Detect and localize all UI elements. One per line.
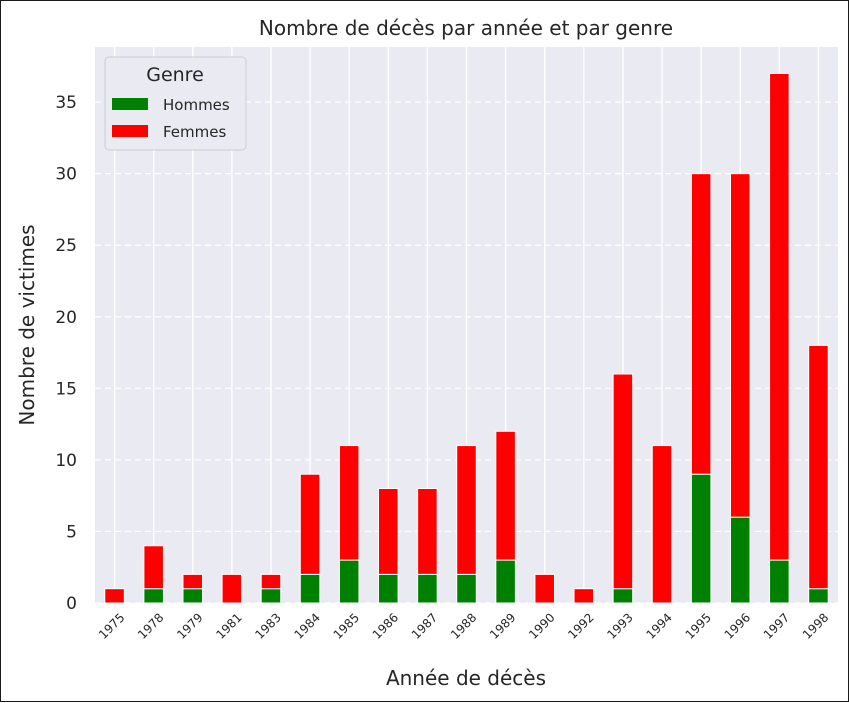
y-tick-label: 20 xyxy=(55,308,77,328)
x-tick-label: 1995 xyxy=(683,610,714,641)
x-tick-label: 1988 xyxy=(448,610,479,641)
bar-femmes-1979 xyxy=(182,573,204,590)
bar-hommes-1997 xyxy=(769,559,790,604)
y-tick-label: 5 xyxy=(66,522,77,542)
bar-femmes-1993 xyxy=(612,373,634,590)
legend-label-femmes: Femmes xyxy=(163,123,226,141)
bar-femmes-1987 xyxy=(417,488,438,575)
bar-hommes-1993 xyxy=(612,588,634,604)
legend-label-hommes: Hommes xyxy=(163,96,230,114)
x-tick-label: 1989 xyxy=(487,610,518,641)
y-tick-label: 15 xyxy=(55,379,77,399)
legend-title: Genre xyxy=(146,64,204,86)
bar-femmes-1989 xyxy=(495,430,516,561)
bar-hommes-1979 xyxy=(182,588,204,604)
x-tick-label: 1986 xyxy=(370,610,401,641)
legend-swatch-femmes xyxy=(112,125,148,137)
x-tick-label: 1997 xyxy=(761,610,792,641)
y-tick-label: 35 xyxy=(55,93,77,113)
bar-femmes-1994 xyxy=(651,445,673,604)
bar-femmes-1988 xyxy=(456,445,477,575)
x-tick-label: 1984 xyxy=(292,610,323,641)
x-tick-label: 1993 xyxy=(604,610,635,641)
bar-hommes-1984 xyxy=(299,573,321,604)
x-tick-label: 1985 xyxy=(331,610,362,641)
x-tick-label: 1998 xyxy=(800,610,831,641)
bar-femmes-1997 xyxy=(769,72,790,561)
x-tick-labels: 1975 1978 1979 1981 1983 1984 1985 1986 1987 1988… xyxy=(96,610,831,641)
bar-femmes-1986 xyxy=(378,488,399,575)
x-tick-label: 1975 xyxy=(96,610,127,641)
y-tick-label: 10 xyxy=(55,451,77,471)
y-tick-label: 0 xyxy=(66,594,77,614)
bar-hommes-1988 xyxy=(456,573,477,604)
bars-group xyxy=(104,72,829,604)
x-tick-label: 1990 xyxy=(526,610,557,641)
grid-lines xyxy=(95,47,838,604)
x-tick-label: 1992 xyxy=(565,610,596,641)
x-tick-label: 1978 xyxy=(135,610,166,641)
bar-hommes-1978 xyxy=(143,588,164,604)
x-tick-label: 1996 xyxy=(722,610,753,641)
bar-hommes-1989 xyxy=(495,559,516,604)
bar-femmes-1985 xyxy=(338,445,360,561)
bar-hommes-1995 xyxy=(690,473,712,604)
bar-femmes-1975 xyxy=(104,588,125,604)
x-tick-label: 1983 xyxy=(252,610,283,641)
bar-hommes-1985 xyxy=(338,559,360,604)
x-tick-label: 1994 xyxy=(643,610,674,641)
x-axis-label: Année de décès xyxy=(386,666,546,690)
bar-femmes-1995 xyxy=(690,173,712,475)
bar-femmes-1998 xyxy=(808,344,829,590)
bar-femmes-1984 xyxy=(299,473,321,575)
bar-femmes-1990 xyxy=(534,573,555,604)
y-tick-label: 30 xyxy=(55,165,77,185)
bar-femmes-1983 xyxy=(260,573,282,590)
x-tick-label: 1987 xyxy=(409,610,440,641)
bar-hommes-1986 xyxy=(378,573,399,604)
bar-hommes-1987 xyxy=(417,573,438,604)
y-tick-labels: 0 5 10 15 20 25 30 35 xyxy=(55,93,77,614)
bar-hommes-1983 xyxy=(260,588,282,604)
y-tick-label: 25 xyxy=(55,236,77,256)
bar-femmes-1996 xyxy=(729,173,751,518)
legend-swatch-hommes xyxy=(112,98,148,110)
bar-femmes-1978 xyxy=(143,545,164,590)
chart-title: Nombre de décès par année et par genre xyxy=(259,16,673,40)
bar-femmes-1981 xyxy=(221,573,243,604)
legend: Genre Hommes Femmes xyxy=(104,56,247,151)
y-axis-label: Nombre de victimes xyxy=(15,224,39,425)
x-tick-label: 1979 xyxy=(174,610,205,641)
bar-hommes-1998 xyxy=(808,588,829,604)
x-tick-label: 1981 xyxy=(213,610,244,641)
bar-femmes-1992 xyxy=(573,588,595,604)
bar-hommes-1996 xyxy=(729,516,751,604)
